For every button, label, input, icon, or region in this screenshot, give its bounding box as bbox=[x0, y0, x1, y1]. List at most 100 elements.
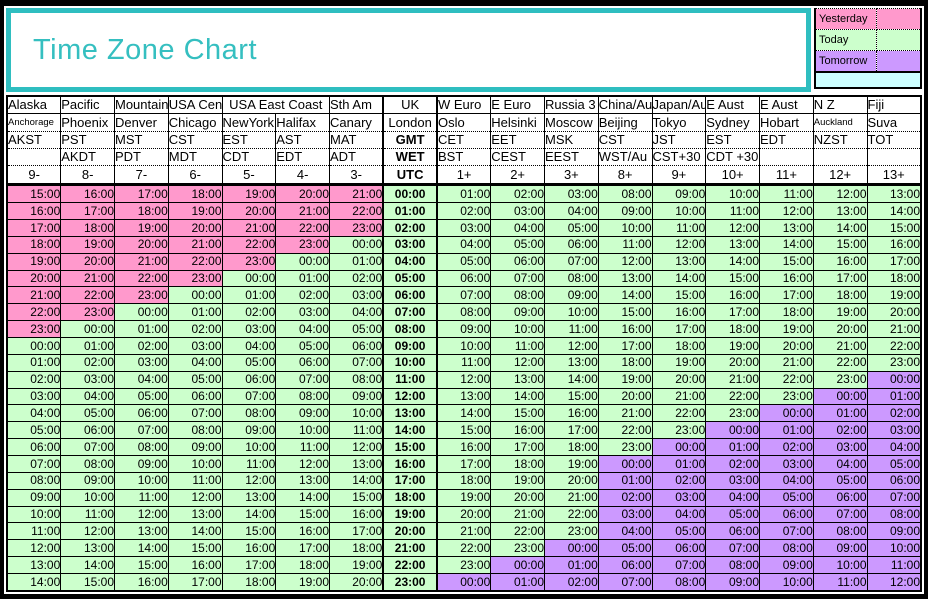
time-cell: 01:00 bbox=[813, 404, 868, 423]
time-cell: 06:00 bbox=[544, 236, 599, 254]
dst-abbr-cell: EDT bbox=[275, 148, 330, 166]
time-cell: 05:00 bbox=[652, 522, 707, 541]
time-cell: 18:00 bbox=[7, 236, 62, 254]
time-cell: 05:00 bbox=[759, 489, 814, 507]
time-cell: 16:00 bbox=[222, 539, 277, 558]
time-cell: 06:00 bbox=[168, 388, 223, 406]
offset-cell: 9- bbox=[7, 165, 62, 186]
time-cell: 15:00 bbox=[705, 270, 760, 288]
time-cell: 10:00 bbox=[652, 202, 707, 220]
region-header-cell: Russia 3 bbox=[544, 96, 599, 114]
time-cell: 08:00 bbox=[705, 556, 760, 574]
offset-cell: 3- bbox=[329, 165, 384, 186]
time-cell: 13:00 bbox=[168, 506, 223, 524]
utc-time-cell: 13:00 bbox=[382, 404, 438, 423]
time-cell: 08:00 bbox=[544, 270, 599, 288]
offset-cell: 5- bbox=[222, 165, 277, 186]
city-header-cell: Sydney bbox=[705, 113, 760, 132]
time-cell: 18:00 bbox=[490, 455, 545, 473]
timezone-table: Alaska Pacific Mountain USA Cen USA East Coa… bbox=[6, 95, 922, 592]
offset-cell: 11+ bbox=[759, 165, 814, 186]
utc-time-cell: 19:00 bbox=[382, 506, 438, 524]
time-cell: 12:00 bbox=[598, 253, 653, 271]
time-cell: 07:00 bbox=[705, 539, 760, 558]
time-cell: 00:00 bbox=[222, 270, 277, 288]
time-cell: 01:00 bbox=[598, 472, 653, 490]
time-cell: 16:00 bbox=[114, 573, 169, 592]
time-cell: 07:00 bbox=[329, 354, 384, 372]
city-header-cell: Hobart bbox=[759, 113, 814, 132]
time-cell: 20:00 bbox=[168, 219, 223, 237]
offset-cell: 2+ bbox=[490, 165, 545, 186]
time-cell: 15:00 bbox=[168, 539, 223, 558]
utc-time-cell: 11:00 bbox=[382, 371, 438, 389]
time-cell: 14:00 bbox=[867, 202, 922, 220]
std-abbr-cell: GMT bbox=[382, 131, 438, 149]
time-cell: 19:00 bbox=[275, 573, 330, 592]
time-cell: 06:00 bbox=[490, 253, 545, 271]
time-cell: 01:00 bbox=[490, 573, 545, 592]
time-cell: 12:00 bbox=[114, 506, 169, 524]
page-header: Time Zone Chart Yesterday Today Tomorrow bbox=[6, 8, 922, 92]
offset-cell: 10+ bbox=[705, 165, 760, 186]
time-cell: 02:00 bbox=[7, 371, 62, 389]
time-cell: 06:00 bbox=[705, 522, 760, 541]
time-cell: 08:00 bbox=[652, 573, 707, 592]
city-header-cell: London bbox=[382, 113, 438, 132]
utc-time-cell: 22:00 bbox=[382, 556, 438, 574]
time-cell: 23:00 bbox=[544, 522, 599, 541]
time-cell: 22:00 bbox=[114, 270, 169, 288]
time-cell: 23:00 bbox=[275, 236, 330, 254]
time-cell: 02:00 bbox=[705, 455, 760, 473]
utc-time-cell: 12:00 bbox=[382, 388, 438, 406]
time-cell: 03:00 bbox=[490, 202, 545, 220]
time-cell: 01:00 bbox=[544, 556, 599, 574]
time-cell: 23:00 bbox=[437, 556, 492, 574]
time-cell: 13:00 bbox=[705, 236, 760, 254]
time-cell: 04:00 bbox=[329, 303, 384, 322]
time-cell: 14:00 bbox=[329, 472, 384, 490]
time-cell: 18:00 bbox=[168, 184, 223, 204]
region-header-cell: N Z bbox=[813, 96, 868, 114]
time-cell: 05:00 bbox=[437, 253, 492, 271]
time-row: 14:00 15:00 16:00 17:00 18:00 19:00 20:00 23:00… bbox=[7, 573, 922, 592]
time-row: 04:00 05:00 06:00 07:00 08:00 09:00 10:00 13:00… bbox=[7, 404, 922, 423]
time-cell: 23:00 bbox=[705, 404, 760, 423]
time-cell: 06:00 bbox=[329, 337, 384, 355]
time-cell: 22:00 bbox=[168, 253, 223, 271]
std-abbr-cell: EDT bbox=[759, 131, 814, 149]
time-cell: 12:00 bbox=[168, 489, 223, 507]
dst-abbr-cell: MDT bbox=[168, 148, 223, 166]
time-cell: 08:00 bbox=[598, 184, 653, 204]
time-cell: 02:00 bbox=[329, 270, 384, 288]
time-cell: 02:00 bbox=[544, 573, 599, 592]
time-cell: 09:00 bbox=[813, 539, 868, 558]
time-cell: 10:00 bbox=[490, 320, 545, 338]
time-cell: 22:00 bbox=[598, 421, 653, 440]
time-cell: 01:00 bbox=[275, 270, 330, 288]
time-cell: 05:00 bbox=[60, 404, 115, 423]
time-cell: 17:00 bbox=[275, 539, 330, 558]
time-cell: 03:00 bbox=[813, 438, 868, 456]
utc-time-cell: 09:00 bbox=[382, 337, 438, 355]
time-cell: 03:00 bbox=[168, 337, 223, 355]
dst-abbr-cell: CDT +30 bbox=[705, 148, 760, 166]
time-cell: 14:00 bbox=[544, 371, 599, 389]
std-abbr-cell: MSK bbox=[544, 131, 599, 149]
time-cell: 15:00 bbox=[544, 388, 599, 406]
time-cell: 07:00 bbox=[490, 270, 545, 288]
time-cell: 13:00 bbox=[114, 522, 169, 541]
city-header-cell: Chicago bbox=[168, 113, 223, 132]
time-cell: 00:00 bbox=[813, 388, 868, 406]
time-cell: 00:00 bbox=[544, 539, 599, 558]
time-cell: 02:00 bbox=[114, 337, 169, 355]
time-cell: 23:00 bbox=[490, 539, 545, 558]
time-cell: 03:00 bbox=[867, 421, 922, 440]
time-cell: 16:00 bbox=[168, 556, 223, 574]
time-cell: 20:00 bbox=[222, 202, 277, 220]
time-cell: 01:00 bbox=[60, 337, 115, 355]
time-cell: 08:00 bbox=[813, 522, 868, 541]
time-cell: 03:00 bbox=[652, 489, 707, 507]
dst-abbr-cell bbox=[867, 148, 922, 166]
